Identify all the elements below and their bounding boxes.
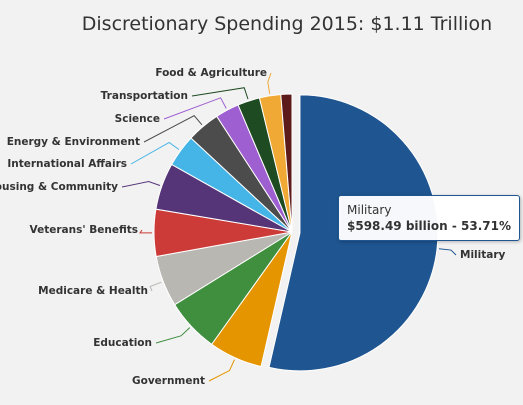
- tooltip-title: Military: [347, 203, 392, 217]
- label-connector: [208, 359, 235, 382]
- slice-label: Food & Agriculture: [155, 67, 267, 79]
- label-connectors: [121, 72, 457, 382]
- slice-label: Energy & Environment: [7, 136, 140, 148]
- label-connector: [438, 248, 457, 256]
- label-connector: [130, 141, 180, 165]
- label-connector: [149, 281, 162, 292]
- slice-label: Transportation: [101, 90, 188, 102]
- chart-title: Discretionary Spending 2015: $1.11 Trill…: [82, 13, 492, 35]
- slice-label: Military: [460, 249, 506, 261]
- label-connector: [191, 87, 249, 100]
- pie-slices: [153, 93, 439, 372]
- slice-labels: Military Government Education Medicare & He…: [0, 67, 506, 387]
- slice-label: Veterans' Benefits: [30, 224, 138, 236]
- slice-label: Government: [132, 375, 205, 387]
- slice-tooltip: Military $598.49 billion - 53.71%: [338, 195, 520, 241]
- label-connector: [155, 327, 191, 344]
- tooltip-value: $598.49 billion - 53.71%: [347, 219, 511, 233]
- slice-label: Education: [93, 337, 152, 349]
- slice-label: Housing & Community: [0, 181, 118, 193]
- label-connector: [143, 115, 203, 143]
- slice-label: International Affairs: [7, 158, 127, 170]
- slice-label: Medicare & Health: [38, 285, 148, 297]
- label-connector: [121, 180, 161, 188]
- pie-slice-unlabeled-11[interactable]: [280, 93, 293, 233]
- slice-label: Science: [115, 113, 160, 125]
- label-connector: [267, 72, 272, 94]
- label-connector: [163, 97, 227, 120]
- label-connector: [139, 229, 153, 234]
